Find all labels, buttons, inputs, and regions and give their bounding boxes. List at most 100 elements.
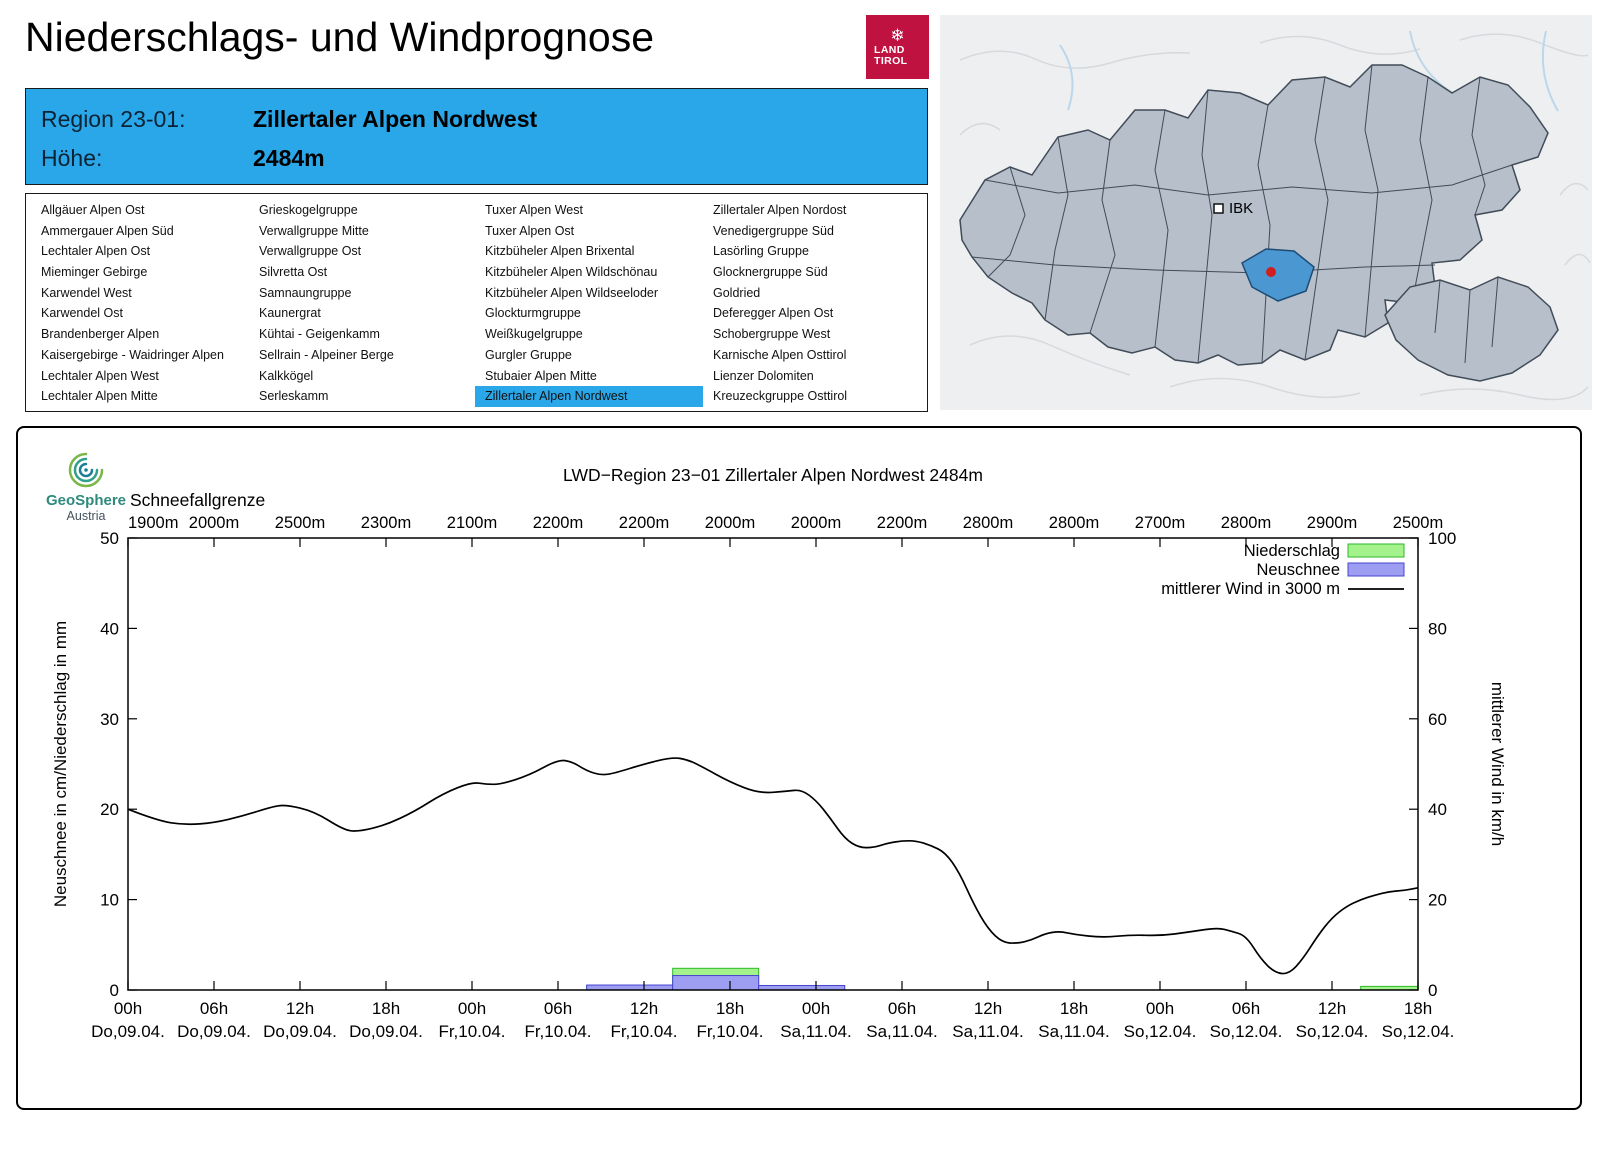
svg-text:mittlerer Wind in km/h: mittlerer Wind in km/h xyxy=(1488,682,1507,846)
geosphere-logo: GeoSphere Austria xyxy=(34,448,138,523)
altitude-value: 2484m xyxy=(253,145,325,171)
logo-land-text: LAND xyxy=(874,44,905,56)
svg-text:2100m: 2100m xyxy=(447,514,497,532)
region-list-item[interactable]: Samnaungruppe xyxy=(259,285,352,300)
region-list-item[interactable]: Karnische Alpen Osttirol xyxy=(713,347,847,362)
svg-text:Sa,11.04.: Sa,11.04. xyxy=(780,1022,852,1041)
svg-text:0: 0 xyxy=(1428,981,1437,1000)
region-list-item[interactable]: Lasörling Gruppe xyxy=(713,244,809,259)
svg-text:100: 100 xyxy=(1428,529,1456,548)
svg-text:Neuschnee: Neuschnee xyxy=(1257,561,1340,579)
region-list-item[interactable]: Lechtaler Alpen Ost xyxy=(41,244,151,259)
svg-text:60: 60 xyxy=(1428,710,1447,729)
svg-text:2800m: 2800m xyxy=(963,514,1013,532)
altitude-row: Höhe: 2484m xyxy=(41,139,927,178)
svg-text:00h: 00h xyxy=(802,999,830,1018)
svg-text:mittlerer Wind in 3000 m: mittlerer Wind in 3000 m xyxy=(1161,580,1340,598)
svg-text:Sa,11.04.: Sa,11.04. xyxy=(952,1022,1024,1041)
region-list-item[interactable]: Karwendel Ost xyxy=(41,306,123,321)
region-list-item[interactable]: Gurgler Gruppe xyxy=(485,347,572,362)
svg-text:Fr,10.04.: Fr,10.04. xyxy=(696,1022,763,1041)
svg-text:40: 40 xyxy=(100,619,119,638)
snowline-row: Schneefallgrenze 1900m 2000m 2500m 2300m 2100… xyxy=(128,490,1443,532)
region-list-item[interactable]: Kaisergebirge - Waidringer Alpen xyxy=(41,347,224,362)
svg-text:06h: 06h xyxy=(1232,999,1260,1018)
svg-text:Sa,11.04.: Sa,11.04. xyxy=(866,1022,938,1041)
region-list-item[interactable]: Verwallgruppe Mitte xyxy=(259,223,369,238)
region-list-item[interactable]: Tuxer Alpen West xyxy=(485,203,583,217)
region-list-item[interactable]: Schobergruppe West xyxy=(713,327,831,342)
svg-text:So,12.04.: So,12.04. xyxy=(1382,1022,1455,1041)
svg-text:Niederschlag: Niederschlag xyxy=(1244,542,1340,560)
region-list-item[interactable]: Zillertaler Alpen Nordost xyxy=(713,203,847,217)
svg-text:Fr,10.04.: Fr,10.04. xyxy=(610,1022,677,1041)
svg-text:00h: 00h xyxy=(114,999,142,1018)
region-list-item[interactable]: Tuxer Alpen Ost xyxy=(485,223,575,238)
svg-text:2000m: 2000m xyxy=(705,514,755,532)
region-list-item[interactable]: Kaunergrat xyxy=(259,306,321,321)
region-list-item[interactable]: Lechtaler Alpen Mitte xyxy=(41,389,158,404)
svg-text:2800m: 2800m xyxy=(1049,514,1099,532)
region-list-item[interactable]: Kitzbüheler Alpen Wildschönau xyxy=(485,265,658,280)
svg-text:2200m: 2200m xyxy=(877,514,927,532)
region-list-item[interactable]: Grieskogelgruppe xyxy=(259,203,358,217)
svg-text:06h: 06h xyxy=(544,999,572,1018)
svg-text:18h: 18h xyxy=(372,999,400,1018)
svg-text:Fr,10.04.: Fr,10.04. xyxy=(438,1022,505,1041)
svg-text:06h: 06h xyxy=(200,999,228,1018)
region-list-item[interactable]: Stubaier Alpen Mitte xyxy=(485,368,597,383)
region-list-item[interactable]: Lienzer Dolomiten xyxy=(713,368,814,383)
region-list-item[interactable]: Brandenberger Alpen xyxy=(41,327,160,342)
region-info-box: Region 23-01: Zillertaler Alpen Nordwest… xyxy=(25,88,928,185)
region-list-item[interactable]: Verwallgruppe Ost xyxy=(259,244,362,259)
region-list-item[interactable]: Serleskamm xyxy=(259,389,329,404)
y-label-left: Neuschnee in cm/Niederschlag in mm xyxy=(51,621,70,907)
geosphere-name: GeoSphere xyxy=(45,492,127,509)
ibk-marker xyxy=(1213,203,1224,214)
region-list-item[interactable]: Weißkugelgruppe xyxy=(485,327,583,342)
land-tirol-logo: ❄ LAND TIROL xyxy=(866,15,929,79)
svg-text:2800m: 2800m xyxy=(1221,514,1271,532)
region-list-item[interactable]: Lechtaler Alpen West xyxy=(41,368,159,383)
map-region-north-tyrol[interactable] xyxy=(959,64,1549,366)
svg-text:2700m: 2700m xyxy=(1135,514,1185,532)
region-list-item[interactable]: Sellrain - Alpeiner Berge xyxy=(259,347,394,362)
y-label-right: mittlerer Wind in km/h xyxy=(1488,682,1507,846)
region-list-item[interactable]: Karwendel West xyxy=(41,285,132,300)
svg-text:12h: 12h xyxy=(630,999,658,1018)
region-list-item[interactable]: Kalkkögel xyxy=(259,368,314,383)
region-list-item[interactable]: Silvretta Ost xyxy=(259,265,328,280)
region-list-item-selected[interactable]: Zillertaler Alpen Nordwest xyxy=(475,386,703,407)
map-region-east-tyrol[interactable] xyxy=(1384,276,1559,382)
region-list-item[interactable]: Goldried xyxy=(713,285,761,300)
region-row: Region 23-01: Zillertaler Alpen Nordwest xyxy=(41,100,927,139)
svg-text:Do,09.04.: Do,09.04. xyxy=(349,1022,423,1041)
region-list-item[interactable]: Mieminger Gebirge xyxy=(41,265,148,280)
svg-text:LWD−Region 23−01 Zillertaler A: LWD−Region 23−01 Zillertaler Alpen Nordw… xyxy=(563,465,983,485)
region-list-column: Tuxer Alpen West Tuxer Alpen Ost Kitzbühel… xyxy=(475,200,703,407)
region-list-item[interactable]: Ammergauer Alpen Süd xyxy=(41,223,174,238)
forecast-chart-svg: 00h Do,09.04. 06h Do,09.04. 12h Do,09.04. 18h D… xyxy=(51,465,1507,1041)
svg-text:So,12.04.: So,12.04. xyxy=(1124,1022,1197,1041)
svg-text:12h: 12h xyxy=(974,999,1002,1018)
region-list-item[interactable]: Venedigergruppe Süd xyxy=(713,223,834,238)
region-list-item[interactable]: Kitzbüheler Alpen Wildseeloder xyxy=(485,285,659,300)
region-list-item[interactable]: Kühtai - Geigenkamm xyxy=(259,327,380,342)
x-axis: 00h Do,09.04. 06h Do,09.04. 12h Do,09.04. 18h D… xyxy=(91,538,1454,1041)
region-location-dot xyxy=(1266,267,1276,277)
region-list-item[interactable]: Deferegger Alpen Ost xyxy=(713,306,834,321)
map-highlight-region[interactable] xyxy=(1241,248,1315,302)
svg-text:20: 20 xyxy=(100,800,119,819)
svg-text:Do,09.04.: Do,09.04. xyxy=(177,1022,251,1041)
region-list-column: Allgäuer Alpen Ost Ammergauer Alpen Süd Le… xyxy=(31,200,249,407)
region-list-item[interactable]: Glockturmgruppe xyxy=(485,306,581,321)
region-list-item[interactable]: Allgäuer Alpen Ost xyxy=(41,203,145,217)
y-axis-left: 0 10 20 30 40 50 xyxy=(100,529,137,1000)
page-title: Niederschlags- und Windprognose xyxy=(25,14,655,60)
y-axis-right: 0 20 40 60 80 100 xyxy=(1409,529,1456,1000)
region-list-item[interactable]: Kitzbüheler Alpen Brixental xyxy=(485,244,635,259)
region-list-item[interactable]: Kreuzeckgruppe Osttirol xyxy=(713,389,848,404)
region-list-item[interactable]: Glocknergruppe Süd xyxy=(713,265,828,280)
